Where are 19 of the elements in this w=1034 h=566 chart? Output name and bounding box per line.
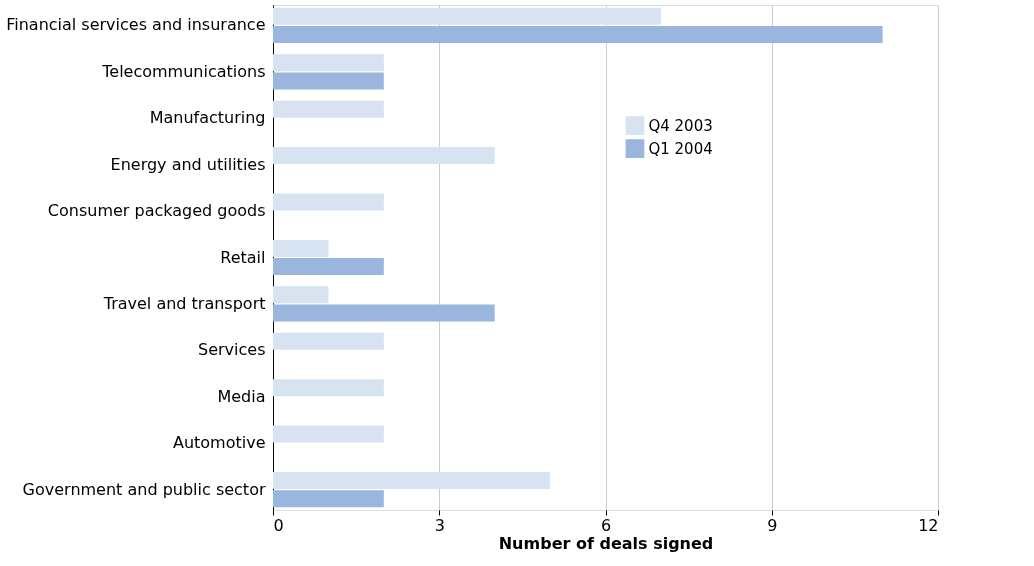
x-tick-label: 9: [767, 515, 778, 535]
y-tick-label: Services: [198, 340, 266, 360]
y-tick-label: Media: [217, 386, 266, 406]
y-tick-label: Manufacturing: [149, 108, 266, 128]
y-tick-label: Energy and utilities: [110, 154, 266, 174]
x-tick-label: 3: [434, 515, 445, 535]
y-tick-label: Government and public sector: [22, 479, 266, 499]
y-tick-label: Telecommunications: [101, 61, 266, 81]
legend-label: Q1 2004: [648, 139, 713, 158]
x-tick-label: 0: [273, 515, 284, 535]
legend-label: Q4 2003: [648, 116, 713, 135]
y-tick-label: Retail: [220, 247, 266, 267]
y-tick-label: Financial services and insurance: [6, 15, 266, 35]
y-tick-label: Automotive: [172, 433, 266, 453]
y-tick-label: Travel and transport: [102, 293, 266, 313]
y-tick-label: Consumer packaged goods: [47, 201, 266, 221]
x-tick-label: 12: [918, 515, 939, 535]
x-axis-title: Number of deals signed: [498, 533, 714, 553]
x-tick-label: 6: [600, 515, 612, 535]
